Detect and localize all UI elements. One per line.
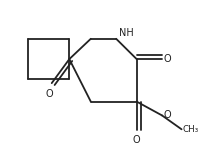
- Text: NH: NH: [119, 28, 133, 38]
- Text: CH₃: CH₃: [182, 125, 198, 134]
- Text: O: O: [163, 110, 171, 120]
- Text: O: O: [46, 89, 53, 99]
- Text: O: O: [163, 54, 171, 64]
- Text: O: O: [132, 135, 140, 145]
